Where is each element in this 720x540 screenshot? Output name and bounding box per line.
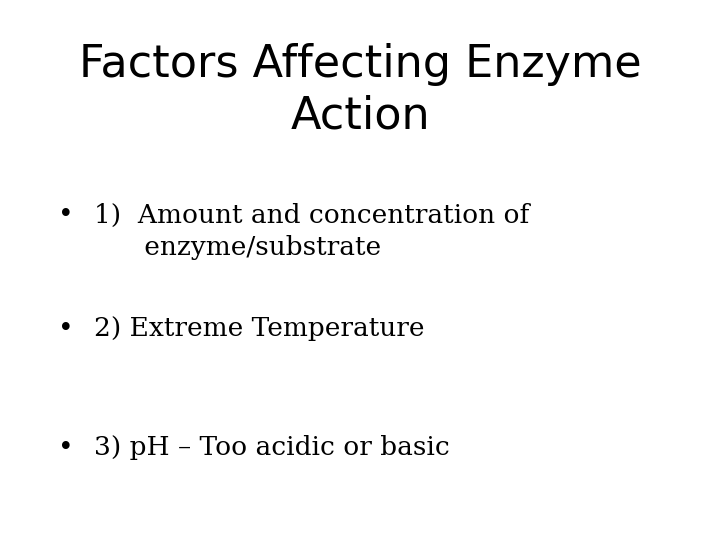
Text: •: • bbox=[58, 435, 73, 460]
Text: Factors Affecting Enzyme
Action: Factors Affecting Enzyme Action bbox=[78, 43, 642, 138]
Text: •: • bbox=[58, 316, 73, 341]
Text: 1)  Amount and concentration of
      enzyme/substrate: 1) Amount and concentration of enzyme/su… bbox=[94, 202, 529, 260]
Text: •: • bbox=[58, 202, 73, 227]
Text: 3) pH – Too acidic or basic: 3) pH – Too acidic or basic bbox=[94, 435, 449, 460]
Text: 2) Extreme Temperature: 2) Extreme Temperature bbox=[94, 316, 424, 341]
